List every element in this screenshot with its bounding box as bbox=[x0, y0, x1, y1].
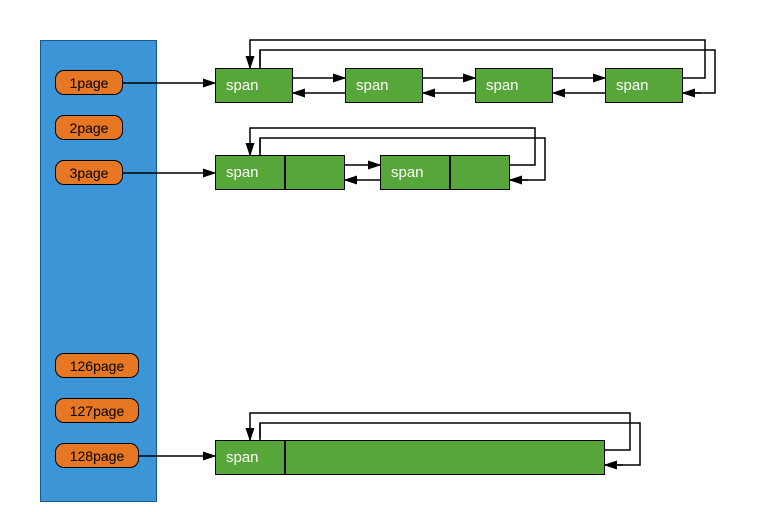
span-extra bbox=[450, 155, 510, 190]
span-node: span bbox=[215, 440, 285, 475]
page-button: 127page bbox=[55, 398, 139, 423]
sidebar bbox=[40, 40, 157, 502]
page-button: 126page bbox=[55, 353, 139, 378]
span-node: span bbox=[605, 68, 683, 103]
span-extra bbox=[285, 440, 605, 475]
span-node: span bbox=[215, 155, 285, 190]
span-node: span bbox=[345, 68, 423, 103]
page-button: 1page bbox=[55, 70, 123, 95]
page-button: 2page bbox=[55, 115, 123, 140]
span-extra bbox=[285, 155, 345, 190]
page-button: 128page bbox=[55, 443, 139, 468]
page-button: 3page bbox=[55, 160, 123, 185]
span-node: span bbox=[215, 68, 293, 103]
span-node: span bbox=[380, 155, 450, 190]
span-node: span bbox=[475, 68, 553, 103]
diagram-canvas: 1page 2page 3page 126page 127page 128page span… bbox=[0, 0, 759, 512]
